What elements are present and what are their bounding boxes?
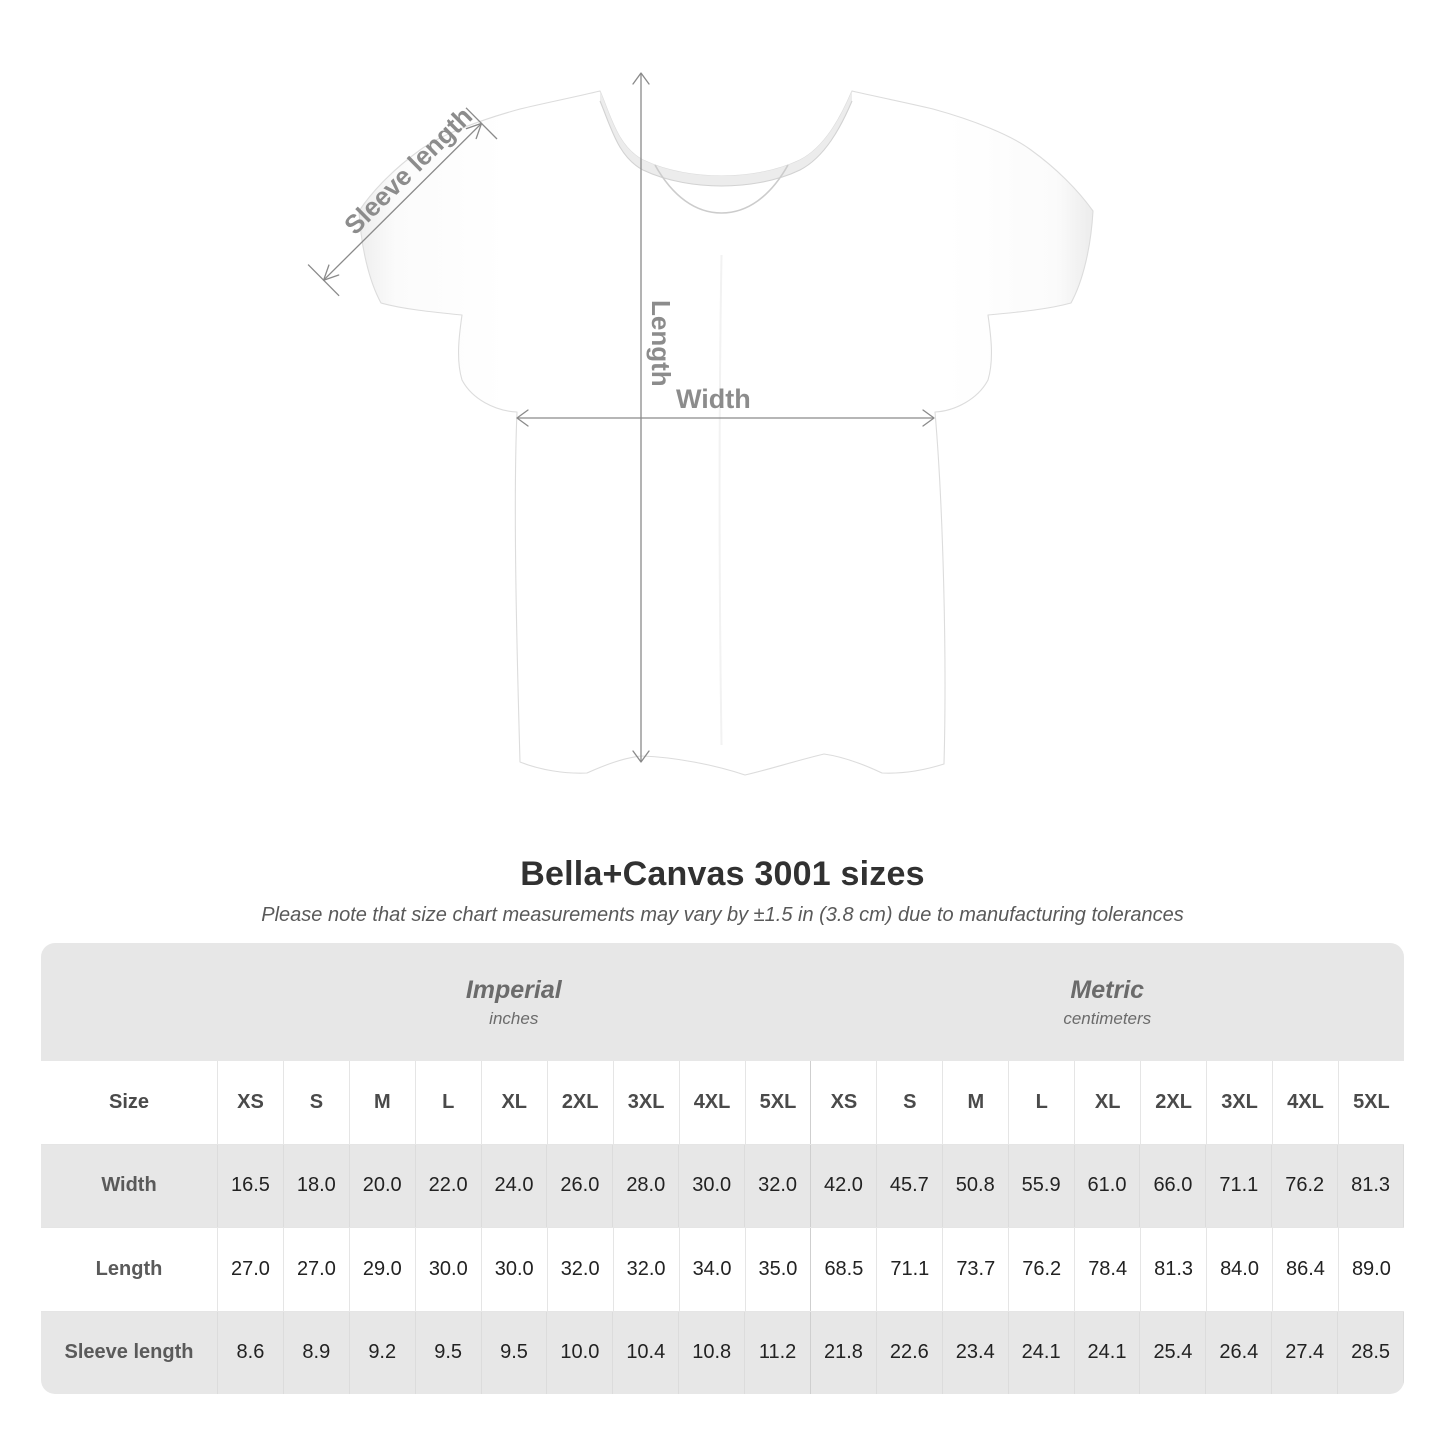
svg-text:Width: Width: [676, 384, 751, 414]
svg-text:Length: Length: [646, 300, 676, 387]
svg-text:Sleeve length: Sleeve length: [338, 101, 478, 240]
